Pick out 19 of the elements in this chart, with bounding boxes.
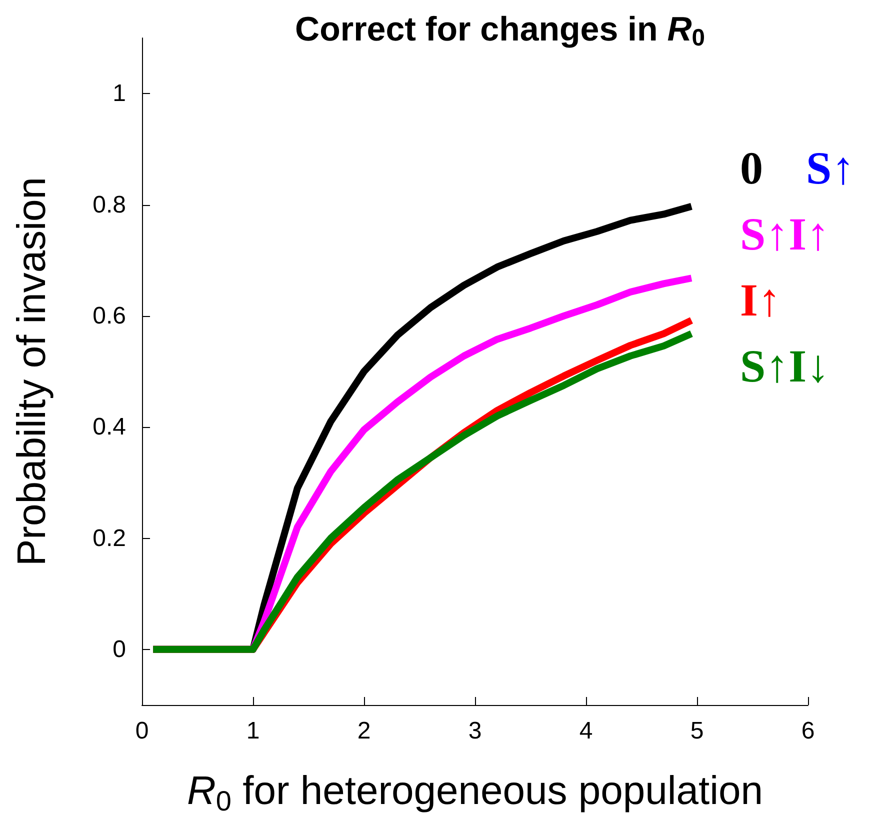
x-tick-label: 0 [135, 718, 149, 744]
y-axis-title: Probability of invasion [10, 176, 54, 566]
series-label: S↑I↑ [740, 208, 830, 260]
y-tick-label: 0.6 [92, 302, 126, 330]
x-tick-label: 3 [468, 718, 482, 744]
series-label: S↑I↓ [740, 340, 830, 392]
y-tick-label: 1 [112, 80, 126, 108]
y-tick-label: 0.4 [92, 414, 126, 441]
x-tick-label: 2 [357, 718, 371, 744]
legend-label: S↑ [806, 142, 855, 194]
y-tick-label: 0 [112, 636, 126, 663]
y-tick-label: 0.8 [92, 191, 126, 218]
x-tick-label: 6 [801, 718, 815, 744]
series-label: I↑ [740, 274, 781, 326]
x-tick-label: 4 [579, 718, 593, 744]
series-label: 0 [740, 142, 763, 194]
x-tick-label: 5 [690, 718, 704, 744]
x-tick-label: 1 [246, 718, 260, 744]
y-tick-label: 0.2 [92, 524, 126, 552]
